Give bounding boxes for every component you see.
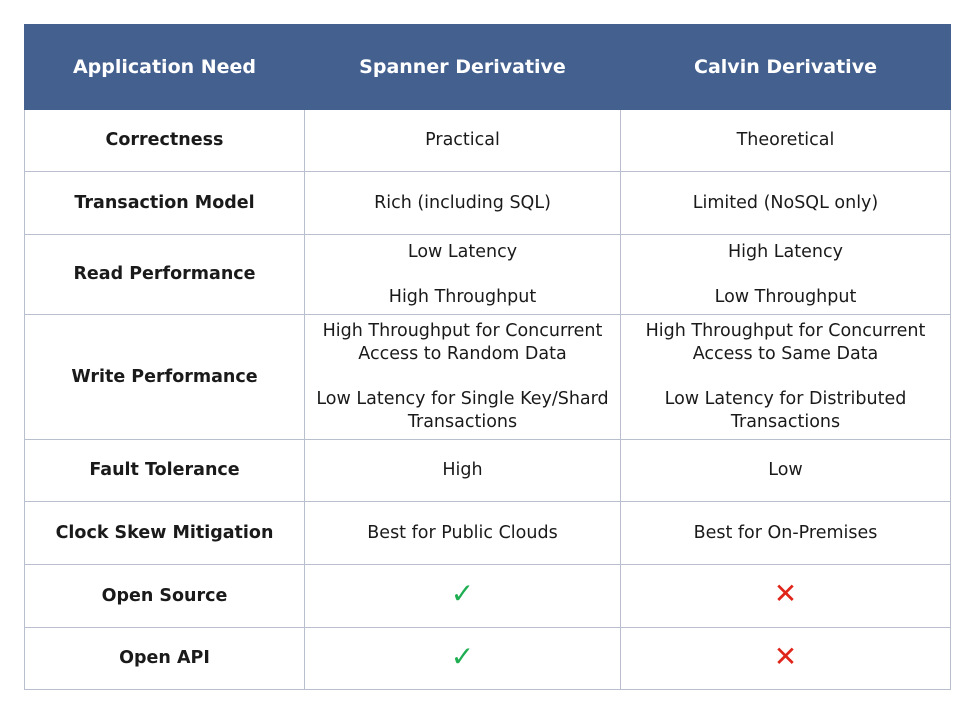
spanner-cell: Rich (including SQL): [304, 171, 621, 235]
header-calvin-derivative: Calvin Derivative: [620, 24, 951, 110]
need-label: Correctness: [24, 109, 305, 172]
header-application-need: Application Need: [24, 24, 305, 110]
calvin-cell: Limited (NoSQL only): [620, 171, 951, 235]
spanner-cell: Best for Public Clouds: [304, 501, 621, 565]
spanner-cell: High Throughput for Concurrent Access to…: [304, 314, 621, 440]
check-icon: ✓: [450, 577, 475, 610]
header-spanner-derivative: Spanner Derivative: [304, 24, 621, 110]
table-row: Write Performance High Throughput for Co…: [24, 314, 951, 440]
calvin-cell: ✕: [620, 627, 951, 690]
need-label: Open Source: [24, 564, 305, 628]
table-row: Correctness Practical Theoretical: [24, 109, 951, 172]
table-row: Open Source ✓ ✕: [24, 564, 951, 628]
calvin-cell: High Throughput for Concurrent Access to…: [620, 314, 951, 440]
need-label: Transaction Model: [24, 171, 305, 235]
need-label: Fault Tolerance: [24, 439, 305, 502]
calvin-cell: Theoretical: [620, 109, 951, 172]
need-label: Read Performance: [24, 234, 305, 315]
check-icon: ✓: [450, 639, 475, 673]
calvin-cell: Low: [620, 439, 951, 502]
cross-icon: ✕: [773, 639, 798, 673]
cross-icon: ✕: [773, 577, 798, 610]
need-label: Clock Skew Mitigation: [24, 501, 305, 565]
table-row: Open API ✓ ✕: [24, 627, 951, 690]
header-row: Application Need Spanner Derivative Calv…: [24, 24, 951, 110]
table-row: Clock Skew Mitigation Best for Public Cl…: [24, 501, 951, 565]
need-label: Open API: [24, 627, 305, 690]
table-row: Read Performance Low Latency High Throug…: [24, 234, 951, 315]
comparison-table: Application Need Spanner Derivative Calv…: [24, 24, 951, 690]
spanner-cell: Low Latency High Throughput: [304, 234, 621, 315]
spanner-cell: ✓: [304, 564, 621, 628]
table-row: Fault Tolerance High Low: [24, 439, 951, 502]
table-row: Transaction Model Rich (including SQL) L…: [24, 171, 951, 235]
calvin-cell: High Latency Low Throughput: [620, 234, 951, 315]
need-label: Write Performance: [24, 314, 305, 440]
spanner-cell: Practical: [304, 109, 621, 172]
spanner-cell: High: [304, 439, 621, 502]
spanner-cell: ✓: [304, 627, 621, 690]
calvin-cell: Best for On-Premises: [620, 501, 951, 565]
calvin-cell: ✕: [620, 564, 951, 628]
